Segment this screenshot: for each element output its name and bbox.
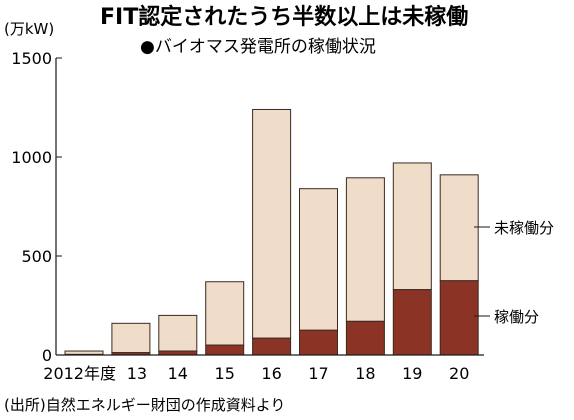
bar-unoperated — [345, 177, 385, 322]
x-tick-label: 13 — [127, 364, 147, 383]
bar-unoperated — [252, 108, 292, 339]
bar-operated — [205, 344, 245, 356]
bar-unoperated — [392, 162, 432, 291]
x-tick-label: 19 — [402, 364, 422, 383]
bar-operated — [252, 337, 292, 356]
source-note: (出所)自然エネルギー財団の作成資料より — [4, 396, 285, 414]
x-tick-label: 2012年度 — [43, 364, 116, 383]
legend-label-operated: 稼働分 — [494, 308, 539, 326]
bar-operated — [299, 329, 338, 356]
x-tick-label: 15 — [215, 364, 235, 383]
bar-unoperated — [158, 314, 198, 352]
y-axis-ticks: 0 500 1000 1500 — [11, 49, 62, 365]
legend-label-unoperated: 未稼働分 — [494, 219, 554, 237]
bar-unoperated — [299, 188, 338, 331]
chart-title: FIT認定されたうち半数以上は未稼働 — [100, 4, 468, 30]
y-tick-label: 1000 — [11, 148, 52, 167]
y-axis-unit: (万kW) — [4, 20, 54, 38]
x-tick-label: 20 — [449, 364, 469, 383]
bar-unoperated — [205, 281, 245, 346]
y-tick-label: 1500 — [11, 49, 52, 68]
y-tick-label: 500 — [21, 247, 52, 266]
x-tick-label: 18 — [355, 364, 375, 383]
x-tick-label: 17 — [308, 364, 328, 383]
bar-unoperated — [111, 322, 151, 354]
x-tick-label: 16 — [261, 364, 281, 383]
bar-operated — [439, 280, 479, 356]
bar-unoperated — [439, 174, 479, 282]
x-axis-labels: 2012年度 13 14 15 16 17 18 19 20 — [43, 364, 469, 383]
chart-subtitle: ●バイオマス発電所の稼働状況 — [140, 37, 376, 57]
y-tick-label: 0 — [42, 346, 52, 365]
x-tick-label: 14 — [168, 364, 188, 383]
bars — [64, 108, 479, 356]
bar-operated — [392, 289, 432, 356]
bar-operated — [345, 320, 385, 356]
bar-unoperated — [64, 350, 104, 355]
